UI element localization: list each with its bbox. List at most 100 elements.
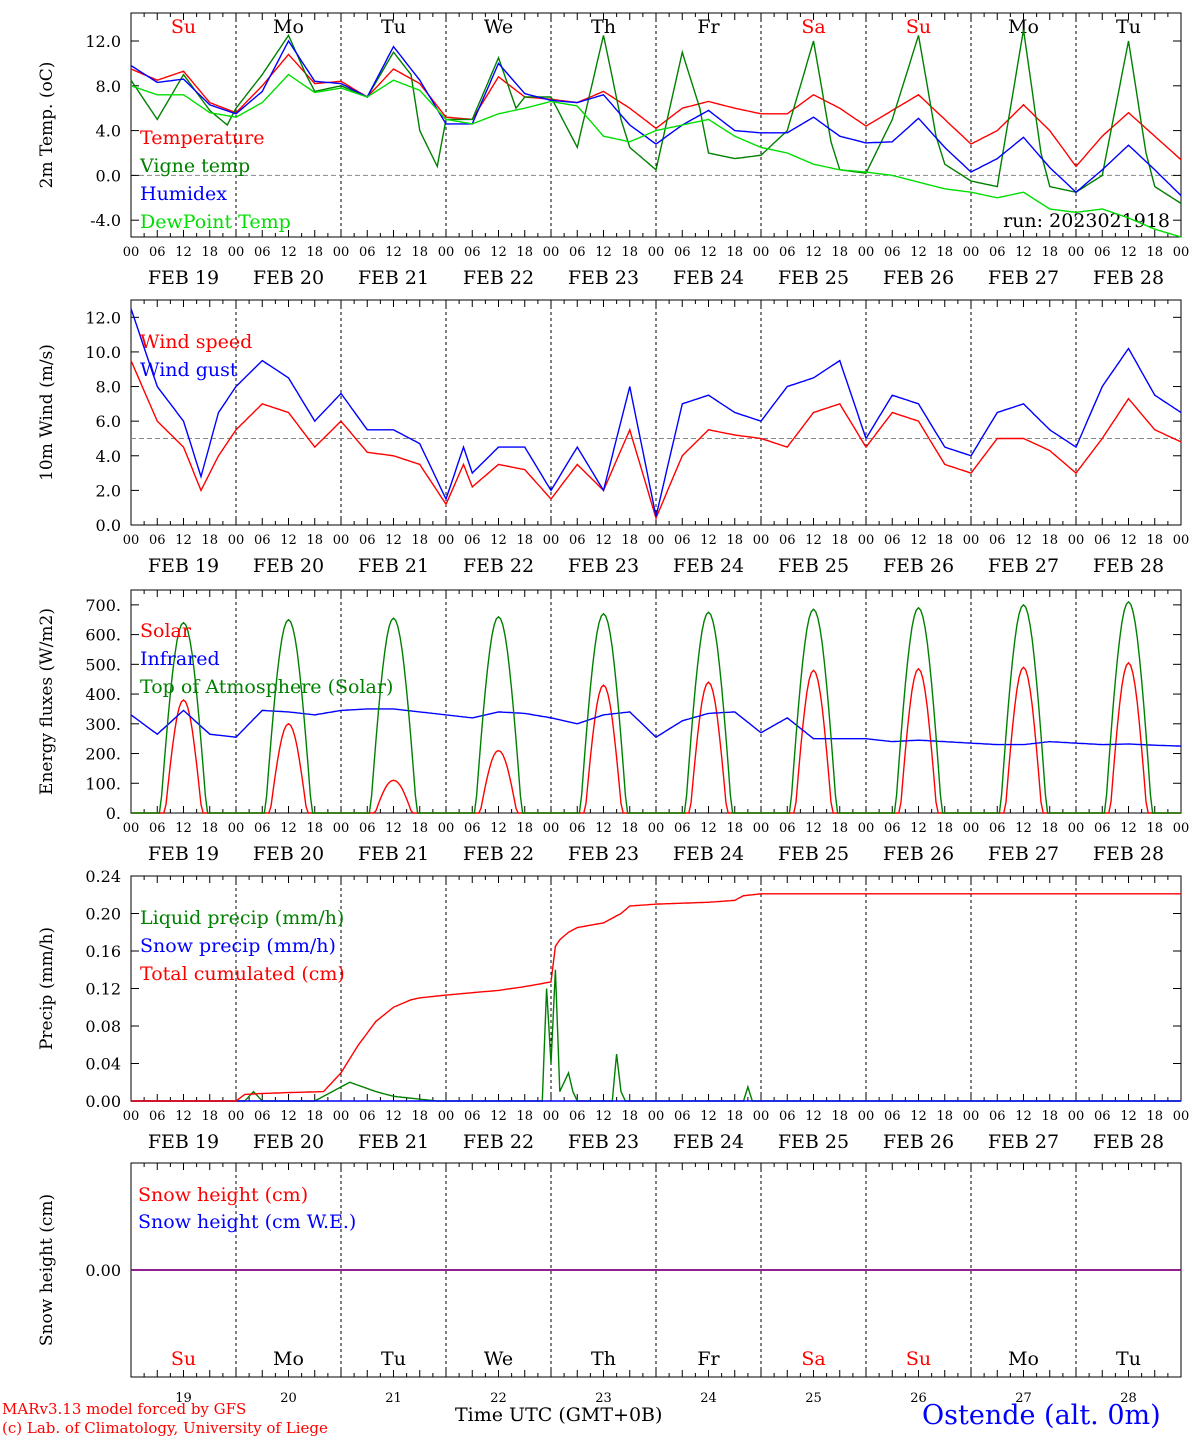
day-label: Tu	[381, 16, 406, 38]
hour-tick-label: 12	[1015, 245, 1032, 260]
day-number-label: 25	[805, 1391, 822, 1406]
day-label: We	[484, 16, 513, 38]
hour-tick-label: 18	[831, 1109, 848, 1124]
date-label: FEB 20	[253, 555, 324, 577]
hour-tick-label: 12	[1015, 533, 1032, 548]
hour-tick-label: 18	[1146, 533, 1163, 548]
hour-tick-label: 06	[1094, 533, 1111, 548]
date-label: FEB 19	[148, 267, 219, 289]
hour-tick-label: 12	[1015, 1109, 1032, 1124]
day-label: Th	[591, 1348, 616, 1370]
day-number-label: 21	[385, 1391, 402, 1406]
hour-tick-label: 18	[621, 245, 638, 260]
hour-tick-label: 06	[359, 533, 376, 548]
hour-tick-label: 18	[306, 1109, 323, 1124]
day-number-label: 27	[1015, 1391, 1032, 1406]
y-tick-label: 0.00	[85, 1092, 121, 1111]
hour-tick-label: 06	[359, 245, 376, 260]
y-tick-label: 0.0	[96, 166, 121, 185]
hour-tick-label: 00	[858, 821, 875, 836]
hour-tick-label: 12	[490, 821, 507, 836]
hour-tick-label: 12	[1120, 245, 1137, 260]
y-tick-label: 100.	[85, 774, 121, 793]
day-label: We	[484, 1348, 513, 1370]
hour-tick-label: 00	[858, 245, 875, 260]
hour-tick-label: 18	[1041, 1109, 1058, 1124]
hour-tick-label: 06	[254, 1109, 271, 1124]
day-label: Su	[906, 1348, 931, 1370]
day-number-label: 28	[1120, 1391, 1137, 1406]
hour-tick-label: 18	[306, 821, 323, 836]
hour-tick-label: 06	[1094, 1109, 1111, 1124]
hour-tick-label: 18	[201, 533, 218, 548]
legend-label: Snow height (cm)	[138, 1184, 308, 1206]
hour-tick-label: 00	[228, 1109, 245, 1124]
time-axis-label: Time UTC (GMT+0B)	[455, 1404, 663, 1426]
hour-tick-label: 00	[123, 245, 140, 260]
hour-tick-label: 00	[1068, 1109, 1085, 1124]
hour-tick-label: 12	[385, 533, 402, 548]
hour-tick-label: 06	[884, 245, 901, 260]
hour-tick-label: 00	[1173, 821, 1190, 836]
hour-tick-label: 18	[831, 245, 848, 260]
hour-tick-label: 18	[1146, 245, 1163, 260]
hour-tick-label: 06	[674, 1109, 691, 1124]
hour-tick-label: 06	[464, 821, 481, 836]
hour-tick-label: 00	[1173, 533, 1190, 548]
hour-tick-label: 12	[910, 533, 927, 548]
hour-tick-label: 00	[228, 533, 245, 548]
hour-tick-label: 18	[621, 821, 638, 836]
hour-tick-label: 06	[569, 245, 586, 260]
y-axis-label: 2m Temp. (oC)	[37, 62, 57, 189]
hour-tick-label: 06	[884, 821, 901, 836]
hour-tick-label: 00	[543, 245, 560, 260]
y-tick-label: 0.04	[85, 1055, 121, 1074]
hour-tick-label: 06	[779, 1109, 796, 1124]
hour-tick-label: 06	[149, 245, 166, 260]
date-label: FEB 23	[568, 1131, 639, 1153]
date-label: FEB 26	[883, 843, 954, 865]
day-number-label: 23	[595, 1391, 612, 1406]
date-label: FEB 19	[148, 1131, 219, 1153]
date-label: FEB 24	[673, 267, 744, 289]
date-label: FEB 28	[1093, 267, 1164, 289]
hour-tick-label: 00	[228, 245, 245, 260]
hour-tick-label: 00	[543, 1109, 560, 1124]
hour-tick-label: 00	[123, 1109, 140, 1124]
hour-tick-label: 12	[805, 245, 822, 260]
hour-tick-label: 06	[254, 533, 271, 548]
day-label: Mo	[1008, 16, 1039, 38]
hour-tick-label: 00	[333, 821, 350, 836]
date-label: FEB 25	[778, 555, 849, 577]
hour-tick-label: 06	[884, 1109, 901, 1124]
y-tick-label: 0.16	[85, 942, 121, 961]
hour-tick-label: 12	[595, 1109, 612, 1124]
hour-tick-label: 00	[963, 533, 980, 548]
hour-tick-label: 06	[674, 245, 691, 260]
hour-tick-label: 12	[385, 1109, 402, 1124]
hour-tick-label: 18	[936, 533, 953, 548]
legend-label: Humidex	[140, 183, 227, 205]
date-label: FEB 20	[253, 267, 324, 289]
hour-tick-label: 18	[726, 821, 743, 836]
hour-tick-label: 18	[726, 1109, 743, 1124]
y-tick-label: 200.	[85, 745, 121, 764]
hour-tick-label: 12	[280, 533, 297, 548]
hour-tick-label: 12	[1120, 533, 1137, 548]
hour-tick-label: 00	[753, 821, 770, 836]
date-label: FEB 25	[778, 1131, 849, 1153]
hour-tick-label: 06	[989, 533, 1006, 548]
day-number-label: 19	[175, 1391, 192, 1406]
hour-tick-label: 12	[805, 1109, 822, 1124]
y-tick-label: 700.	[85, 596, 121, 615]
hour-tick-label: 06	[779, 533, 796, 548]
hour-tick-label: 06	[464, 533, 481, 548]
hour-tick-label: 12	[700, 821, 717, 836]
hour-tick-label: 12	[1015, 821, 1032, 836]
hour-tick-label: 00	[438, 245, 455, 260]
legend-label: Snow precip (mm/h)	[140, 935, 336, 957]
hour-tick-label: 00	[753, 1109, 770, 1124]
hour-tick-label: 00	[228, 821, 245, 836]
hour-tick-label: 18	[201, 821, 218, 836]
day-label: Su	[906, 16, 931, 38]
